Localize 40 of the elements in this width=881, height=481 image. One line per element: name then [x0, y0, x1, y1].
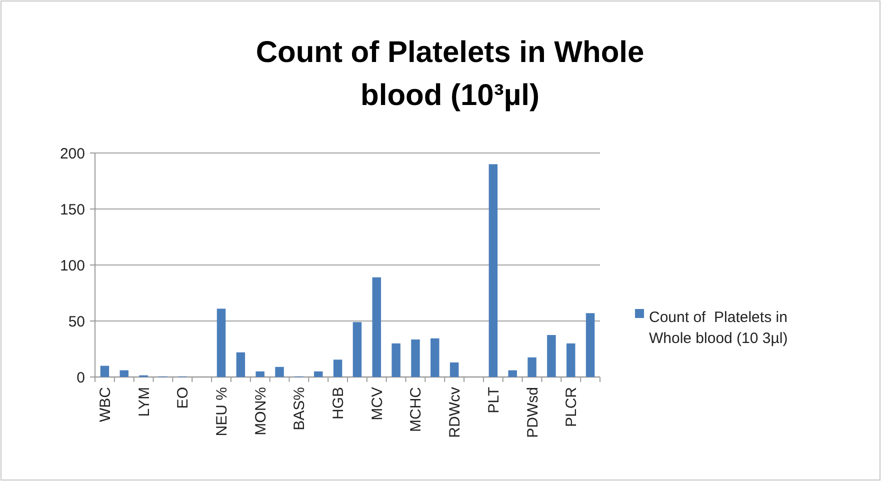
x-tick-label: WBC: [96, 386, 114, 422]
bar: [275, 366, 284, 377]
bar: [120, 370, 129, 377]
x-tick-label: RDWcv: [446, 386, 464, 438]
y-tick-label: 200: [60, 145, 85, 162]
bar: [333, 360, 342, 377]
bar: [566, 343, 576, 377]
x-tick-label: NEU %: [214, 387, 230, 436]
bar: [372, 277, 382, 377]
bar: [430, 338, 440, 377]
y-tick-label: 0: [76, 369, 85, 386]
x-tick-label: PLT: [485, 387, 502, 414]
x-tick-label: EO: [174, 387, 192, 409]
x-tick-label: HGB: [330, 387, 348, 420]
y-tick-label: 100: [60, 257, 85, 274]
bar: [528, 357, 536, 377]
bar: [352, 322, 362, 377]
x-tick-label: PDWsd: [524, 387, 542, 438]
bar: [216, 308, 226, 377]
chart-title: Count of Platelets in Whole blood (10³µl): [256, 36, 644, 112]
bar: [236, 352, 246, 377]
bar: [450, 362, 459, 377]
x-tick-label: MON%: [252, 387, 270, 436]
bar: [586, 313, 595, 377]
x-tick-label: BAS%: [291, 387, 308, 430]
x-tick-label: LYM: [136, 387, 153, 417]
bar: [508, 370, 517, 377]
legend-label: Count of Platelets in Whole blood (10 3µl): [649, 309, 788, 347]
x-tick-label: MCV: [368, 387, 386, 420]
bar: [256, 371, 264, 377]
x-tick-label: MCHC: [408, 386, 425, 432]
bar: [411, 339, 420, 377]
bar: [314, 371, 323, 377]
bar: [392, 343, 400, 377]
bar: [488, 164, 498, 377]
x-tick-label: PLCR: [563, 386, 580, 428]
y-tick-label: 50: [68, 313, 85, 330]
y-tick-label: 150: [60, 201, 85, 218]
bar: [100, 366, 110, 377]
bar: [547, 335, 556, 377]
